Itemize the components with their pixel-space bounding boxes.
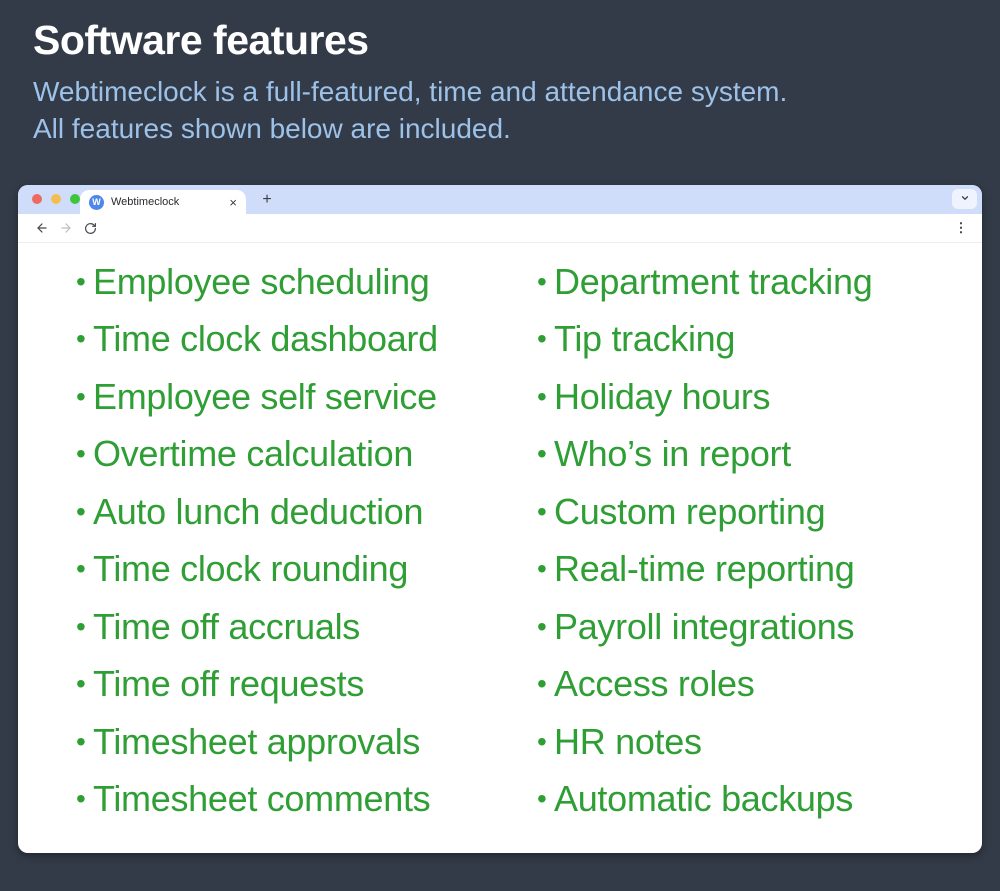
- list-item: • Time clock dashboard: [76, 311, 496, 369]
- feature-label: Timesheet approvals: [93, 720, 421, 762]
- arrow-right-icon: [59, 221, 73, 235]
- bullet-icon: •: [76, 380, 86, 412]
- list-item: • Timesheet comments: [76, 771, 496, 829]
- bullet-icon: •: [537, 265, 547, 297]
- feature-label: Holiday hours: [554, 375, 771, 417]
- browser-toolbar: ⋮: [18, 214, 982, 243]
- bullet-icon: •: [76, 553, 86, 585]
- bullet-icon: •: [537, 610, 547, 642]
- list-item: • Employee self service: [76, 368, 496, 426]
- bullet-icon: •: [76, 438, 86, 470]
- feature-label: Tip tracking: [554, 318, 736, 360]
- feature-label: Employee self service: [93, 375, 437, 417]
- browser-menu-icon[interactable]: ⋮: [954, 220, 968, 235]
- bullet-icon: •: [537, 553, 547, 585]
- feature-label: Employee scheduling: [93, 260, 430, 302]
- bullet-icon: •: [537, 380, 547, 412]
- bullet-icon: •: [537, 438, 547, 470]
- list-item: • Timesheet approvals: [76, 713, 496, 771]
- webtimeclock-favicon-icon: W: [89, 194, 104, 210]
- bullet-icon: •: [537, 783, 547, 815]
- list-item: • Access roles: [537, 656, 872, 714]
- list-item: • Auto lunch deduction: [76, 483, 496, 541]
- tab-close-icon[interactable]: ×: [229, 194, 237, 210]
- reload-icon: [84, 222, 97, 235]
- bullet-icon: •: [537, 495, 547, 527]
- browser-tab-strip: W Webtimeclock × +: [18, 185, 982, 214]
- feature-label: Time off accruals: [93, 605, 360, 647]
- bullet-icon: •: [76, 495, 86, 527]
- feature-label: Time clock dashboard: [93, 318, 438, 360]
- chevron-down-icon: [960, 190, 970, 208]
- list-item: • Department tracking: [537, 253, 873, 311]
- close-window-button[interactable]: [32, 194, 42, 204]
- bullet-icon: •: [537, 668, 547, 700]
- feature-label: Time off requests: [93, 663, 365, 705]
- window-controls: [32, 194, 80, 204]
- bullet-icon: •: [537, 323, 547, 355]
- back-button[interactable]: [30, 216, 54, 240]
- feature-label: HR notes: [554, 720, 702, 762]
- list-item: • HR notes: [537, 713, 872, 771]
- page-header: Software features Webtimeclock is a full…: [0, 0, 1000, 147]
- bullet-icon: •: [76, 265, 86, 297]
- list-item: • Custom reporting: [537, 483, 872, 541]
- tab-search-chevron-button[interactable]: [952, 189, 977, 209]
- bullet-icon: •: [76, 668, 86, 700]
- tab-title: Webtimeclock: [111, 196, 180, 208]
- subtitle-line-2: All features shown below are included.: [33, 113, 511, 144]
- list-item: • Who’s in report: [537, 426, 872, 484]
- feature-label: Auto lunch deduction: [93, 490, 424, 532]
- new-tab-button[interactable]: +: [262, 191, 272, 208]
- maximize-window-button[interactable]: [70, 194, 80, 204]
- forward-button[interactable]: [54, 216, 78, 240]
- arrow-left-icon: [35, 221, 49, 235]
- page-subtitle: Webtimeclock is a full-featured, time an…: [33, 73, 967, 147]
- bullet-icon: •: [537, 725, 547, 757]
- list-item: • Overtime calculation: [76, 426, 496, 484]
- feature-list-content: • Employee scheduling • Time clock dashboa…: [18, 243, 982, 828]
- list-item: • Tip tracking: [537, 311, 872, 369]
- bullet-icon: •: [76, 323, 86, 355]
- feature-label: Department tracking: [554, 260, 873, 302]
- feature-label: Automatic backups: [554, 778, 854, 820]
- list-item: • Time clock rounding: [76, 541, 496, 599]
- feature-label: Real-time reporting: [554, 548, 855, 590]
- browser-tab-webtimeclock[interactable]: W Webtimeclock ×: [80, 190, 246, 214]
- list-item: • Holiday hours: [537, 368, 872, 426]
- list-item: • Time off accruals: [76, 598, 496, 656]
- list-item: • Automatic backups: [537, 771, 872, 829]
- list-item: • Payroll integrations: [537, 598, 872, 656]
- list-item: • Employee scheduling: [76, 253, 496, 311]
- list-item: • Real-time reporting: [537, 541, 872, 599]
- page-title: Software features: [33, 17, 369, 63]
- list-item: • Time off requests: [76, 656, 496, 714]
- feature-list-left: • Employee scheduling • Time clock dashboa…: [76, 253, 496, 828]
- feature-label: Who’s in report: [554, 433, 791, 475]
- feature-label: Access roles: [554, 663, 755, 705]
- bullet-icon: •: [76, 725, 86, 757]
- feature-label: Payroll integrations: [554, 605, 855, 647]
- minimize-window-button[interactable]: [51, 194, 61, 204]
- feature-label: Time clock rounding: [93, 548, 409, 590]
- reload-button[interactable]: [78, 216, 102, 240]
- feature-label: Custom reporting: [554, 490, 826, 532]
- subtitle-line-1: Webtimeclock is a full-featured, time an…: [33, 76, 788, 107]
- feature-list-right: • Department tracking • Tip tracking • Holi…: [537, 253, 873, 829]
- bullet-icon: •: [76, 610, 86, 642]
- feature-label: Overtime calculation: [93, 433, 414, 475]
- browser-window: W Webtimeclock × +: [18, 185, 982, 853]
- bullet-icon: •: [76, 783, 86, 815]
- feature-label: Timesheet comments: [93, 778, 431, 820]
